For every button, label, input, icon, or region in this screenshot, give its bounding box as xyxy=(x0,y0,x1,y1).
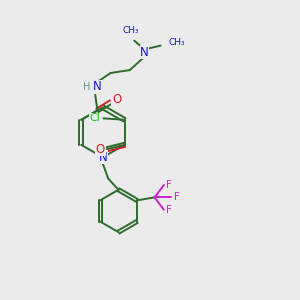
Text: N: N xyxy=(98,151,107,164)
Text: F: F xyxy=(166,180,172,190)
Text: Cl: Cl xyxy=(90,113,101,123)
Text: CH₃: CH₃ xyxy=(169,38,186,47)
Text: H: H xyxy=(82,82,90,92)
Text: N: N xyxy=(93,80,102,93)
Text: CH₃: CH₃ xyxy=(122,26,139,35)
Text: F: F xyxy=(166,205,172,215)
Text: N: N xyxy=(140,46,149,59)
Text: O: O xyxy=(112,93,121,106)
Text: O: O xyxy=(96,143,105,156)
Text: F: F xyxy=(174,192,179,203)
